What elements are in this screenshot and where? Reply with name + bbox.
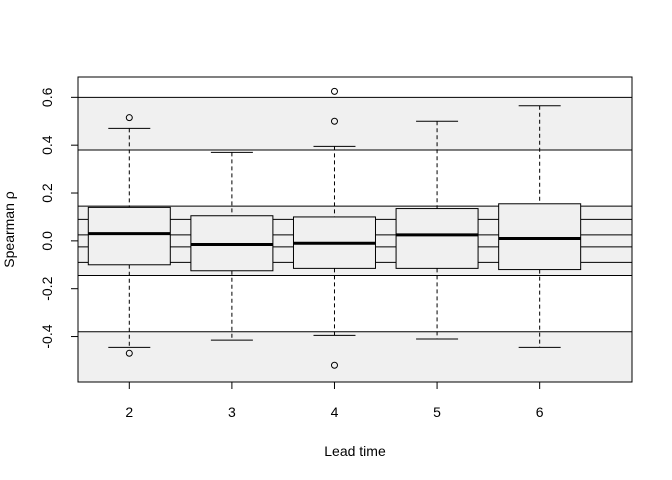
box-body	[498, 203, 582, 271]
box-2	[87, 114, 171, 357]
x-axis: 2 3 4 5 6	[125, 381, 544, 420]
box-body	[87, 206, 171, 266]
x-tick-label: 3	[228, 404, 236, 420]
box-6	[498, 105, 582, 348]
x-tick-label: 4	[331, 404, 339, 420]
outlier-point	[330, 361, 338, 369]
x-axis-title: Lead time	[324, 443, 386, 459]
x-tick-label: 5	[433, 404, 441, 420]
shaded-band-1	[78, 331, 632, 382]
box-4	[292, 87, 376, 369]
x-tick-label: 6	[536, 404, 544, 420]
y-tick-label: 0.2	[39, 183, 55, 203]
y-tick-label: -0.2	[39, 276, 55, 300]
boxes	[87, 87, 582, 369]
box-3	[190, 151, 274, 341]
y-tick-label: -0.4	[39, 324, 55, 348]
outlier-point	[125, 349, 133, 357]
outlier-point	[125, 114, 133, 122]
y-axis-title: Spearman ρ	[1, 191, 17, 267]
box-5	[395, 120, 479, 340]
y-tick-label: 0.0	[39, 231, 55, 251]
x-tick-label: 2	[125, 404, 133, 420]
y-tick-label: 0.6	[39, 87, 55, 107]
outlier-point	[330, 117, 338, 125]
box-body	[395, 208, 479, 269]
outlier-point	[330, 87, 338, 95]
y-axis: -0.4 -0.2 0.0 0.2 0.4 0.6	[39, 87, 79, 349]
y-tick-label: 0.4	[39, 135, 55, 155]
